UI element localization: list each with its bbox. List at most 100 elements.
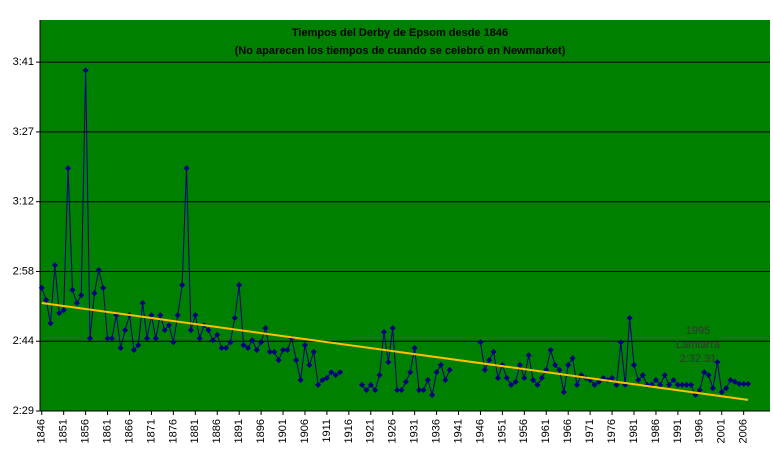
data-point bbox=[407, 369, 414, 376]
x-tick-label: 1911 bbox=[321, 419, 333, 443]
data-point bbox=[666, 381, 673, 388]
data-point bbox=[253, 346, 260, 353]
x-tick-label: 1856 bbox=[80, 419, 92, 443]
data-point bbox=[429, 392, 436, 399]
data-point bbox=[683, 381, 690, 388]
data-point bbox=[442, 376, 449, 383]
x-tick-label: 1931 bbox=[409, 419, 421, 443]
data-point bbox=[420, 387, 427, 394]
annotation: 1995 bbox=[686, 325, 710, 337]
data-point bbox=[490, 348, 497, 355]
data-point bbox=[43, 297, 50, 304]
data-point bbox=[512, 378, 519, 385]
data-point bbox=[144, 335, 151, 342]
data-point bbox=[591, 381, 598, 388]
data-point bbox=[69, 286, 76, 293]
data-point bbox=[709, 385, 716, 392]
x-tick-label: 1876 bbox=[167, 419, 179, 443]
data-point bbox=[266, 348, 273, 355]
data-point bbox=[424, 376, 431, 383]
x-tick-label: 1941 bbox=[452, 419, 464, 443]
data-point bbox=[617, 339, 624, 346]
data-point bbox=[508, 381, 515, 388]
x-tick-label: 1886 bbox=[211, 419, 223, 443]
data-point bbox=[293, 357, 300, 364]
data-point bbox=[122, 327, 129, 334]
data-point bbox=[433, 369, 440, 376]
data-point bbox=[359, 381, 366, 388]
data-point bbox=[745, 380, 752, 387]
data-point bbox=[740, 380, 747, 387]
data-point bbox=[547, 346, 554, 353]
data-point bbox=[701, 369, 708, 376]
data-point bbox=[398, 387, 405, 394]
data-point bbox=[389, 325, 396, 332]
data-point bbox=[117, 345, 124, 352]
data-point bbox=[130, 346, 137, 353]
x-tick-label: 1881 bbox=[189, 419, 201, 443]
data-point bbox=[91, 290, 98, 297]
x-tick-label: 1971 bbox=[584, 419, 596, 443]
chart-subtitle: (No aparecen los tiempos de cuando se ce… bbox=[235, 45, 566, 57]
data-point bbox=[187, 327, 194, 334]
data-point bbox=[380, 329, 387, 336]
data-point bbox=[139, 299, 146, 306]
data-point bbox=[688, 381, 695, 388]
x-tick-label: 1851 bbox=[58, 419, 70, 443]
data-point bbox=[631, 361, 638, 368]
x-tick-label: 1906 bbox=[299, 419, 311, 443]
x-tick-label: 2006 bbox=[738, 419, 750, 443]
x-tick-label: 1966 bbox=[562, 419, 574, 443]
data-point bbox=[477, 339, 484, 346]
data-point bbox=[258, 339, 265, 346]
x-tick-label: 1921 bbox=[365, 419, 377, 443]
plot-area bbox=[40, 20, 770, 411]
y-tick-label: 2:29 bbox=[13, 405, 34, 417]
data-point bbox=[718, 389, 725, 396]
x-tick-label: 1976 bbox=[606, 419, 618, 443]
data-point bbox=[214, 331, 221, 338]
x-tick-label: 1981 bbox=[628, 419, 640, 443]
data-point bbox=[174, 312, 181, 319]
data-point bbox=[639, 372, 646, 379]
data-point bbox=[148, 312, 155, 319]
x-tick-label: 1946 bbox=[474, 419, 486, 443]
data-point bbox=[60, 307, 67, 314]
data-point bbox=[104, 335, 111, 342]
data-point bbox=[613, 381, 620, 388]
data-point bbox=[56, 310, 63, 317]
data-point bbox=[271, 348, 278, 355]
x-tick-label: 1956 bbox=[518, 419, 530, 443]
data-point bbox=[280, 346, 287, 353]
data-point bbox=[670, 376, 677, 383]
data-point bbox=[560, 389, 567, 396]
data-point bbox=[372, 387, 379, 394]
data-point bbox=[323, 375, 330, 382]
x-tick-label: 2001 bbox=[716, 419, 728, 443]
data-point bbox=[236, 282, 243, 289]
data-point bbox=[306, 361, 313, 368]
data-point bbox=[723, 385, 730, 392]
data-point bbox=[152, 335, 159, 342]
data-point bbox=[78, 292, 85, 299]
data-point bbox=[179, 282, 186, 289]
data-point bbox=[363, 387, 370, 394]
x-tick-label: 1891 bbox=[233, 419, 245, 443]
data-point bbox=[367, 381, 374, 388]
x-tick-label: 1896 bbox=[255, 419, 267, 443]
data-point bbox=[47, 320, 54, 327]
x-tick-label: 1861 bbox=[101, 419, 113, 443]
data-point bbox=[38, 284, 45, 291]
data-point bbox=[416, 387, 423, 394]
data-point bbox=[495, 375, 502, 382]
data-point bbox=[205, 327, 212, 334]
x-tick-label: 1951 bbox=[496, 419, 508, 443]
data-point bbox=[552, 361, 559, 368]
data-point bbox=[446, 366, 453, 373]
data-point bbox=[218, 345, 225, 352]
data-point bbox=[674, 381, 681, 388]
y-tick-label: 3:12 bbox=[13, 196, 34, 208]
chart-title: Tiempos del Derby de Epsom desde 1846 bbox=[292, 27, 508, 39]
x-tick-label: 1871 bbox=[145, 419, 157, 443]
data-point bbox=[135, 342, 142, 349]
